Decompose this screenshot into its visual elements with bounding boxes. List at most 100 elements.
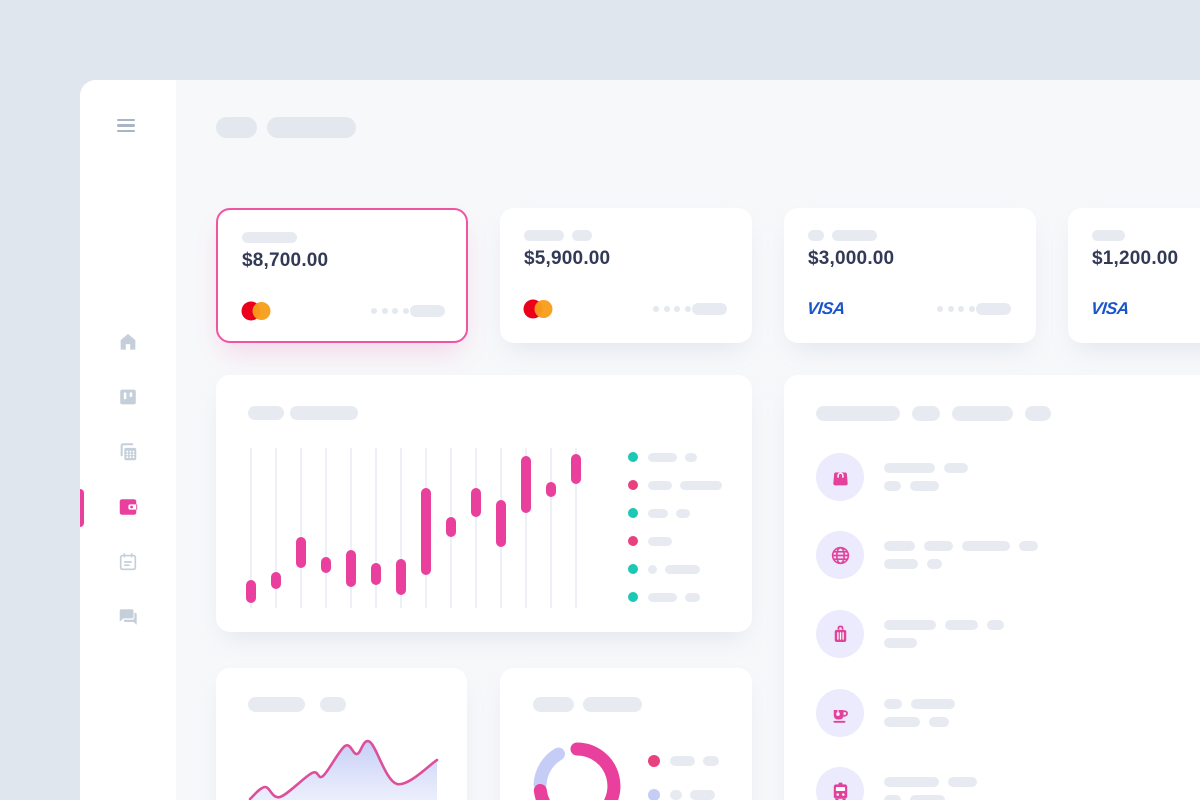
masked-digit-dot [684, 306, 691, 312]
tx-line2-pill [929, 717, 949, 727]
trend-title-pill-0 [248, 697, 305, 712]
donut-title-pill-0 [533, 697, 574, 712]
legend-label-pill [685, 452, 697, 462]
card-label-pill [572, 230, 592, 241]
gridline [250, 448, 252, 608]
activity-chart-card [216, 375, 752, 632]
candle-bar [546, 482, 556, 497]
legend-label-pill [665, 564, 700, 574]
tx-line1-pill [945, 620, 978, 630]
balance-card-2[interactable]: $5,900.00 [500, 208, 752, 343]
gridline [325, 448, 327, 608]
legend-dot-teal [628, 452, 638, 462]
gridline [550, 448, 552, 608]
masked-number-pill [976, 303, 1011, 315]
legend-label-pill [648, 592, 677, 602]
sidebar-item-calendar[interactable] [108, 542, 148, 582]
tx-line1-pill [944, 463, 968, 473]
donut-legend-pill [670, 756, 695, 766]
masked-digit-dot [968, 306, 975, 312]
globe-icon [831, 546, 849, 564]
legend-label-pill [680, 480, 722, 490]
tx-line1-pill [924, 541, 953, 551]
transaction-item[interactable] [784, 752, 1200, 800]
tx-line2-pill [910, 481, 939, 491]
transaction-item[interactable] [784, 438, 1200, 516]
tx-line1-pill [884, 620, 936, 630]
card-label-pill [524, 230, 564, 241]
candle-bar [421, 488, 431, 575]
masked-digit-dot [653, 306, 659, 312]
wallet-icon [119, 499, 138, 515]
candle-bar [396, 559, 406, 595]
tx-line2-pill [884, 481, 901, 491]
sidebar-item-kanban-board[interactable] [108, 377, 148, 417]
mastercard-logo [522, 297, 562, 321]
active-indicator [80, 489, 84, 527]
legend-label-pill [676, 508, 690, 518]
gridline [300, 448, 302, 608]
donut-legend-pill [690, 790, 715, 800]
sidebar-item-chat[interactable] [108, 597, 148, 637]
menu-icon[interactable] [117, 119, 135, 133]
bus-icon [833, 782, 847, 800]
balance-card-4[interactable]: $1,200.00 VISA [1068, 208, 1200, 343]
sidebar-item-calculator-copy[interactable] [108, 432, 148, 472]
gridline [275, 448, 277, 608]
tx-line1-pill [1019, 541, 1038, 551]
transaction-item[interactable] [784, 516, 1200, 594]
tx-line1-pill [884, 699, 902, 709]
card-balance: $1,200.00 [1092, 248, 1179, 269]
mastercard-logo [240, 299, 280, 323]
trend-chart-card [216, 668, 467, 800]
legend-label-pill [648, 564, 657, 574]
visa-logo: VISA [1090, 299, 1130, 318]
candle-bar [571, 454, 581, 484]
candle-bar [296, 537, 306, 568]
gridline [375, 448, 377, 608]
gridline [350, 448, 352, 608]
sidebar-item-home[interactable] [108, 322, 148, 362]
card-label-pill [832, 230, 877, 241]
gridline [525, 448, 527, 608]
card-balance: $8,700.00 [242, 250, 329, 271]
masked-digit-dot [958, 306, 964, 312]
balance-card-1[interactable]: $8,700.00 [216, 208, 468, 343]
transaction-item[interactable] [784, 674, 1200, 752]
tx-line1-pill [884, 541, 915, 551]
transaction-icon-circle [816, 689, 864, 737]
breakdown-chart-card [500, 668, 752, 800]
page-title-pill-1 [267, 117, 356, 138]
tx-line2-pill [884, 795, 901, 800]
masked-number-pill [410, 305, 445, 317]
candle-bar [471, 488, 481, 517]
card-label-pill [808, 230, 824, 241]
transaction-item[interactable] [784, 595, 1200, 673]
calendar-icon [119, 553, 137, 571]
sidebar-item-wallet[interactable] [108, 487, 148, 527]
gridline [475, 448, 477, 608]
coffee-cup-icon [832, 709, 848, 723]
masked-number-pill [692, 303, 727, 315]
chart-title-pill-1 [290, 406, 358, 420]
shopping-bag-icon [832, 471, 848, 485]
tx-line1-pill [987, 620, 1004, 630]
legend-dot-teal [628, 508, 638, 518]
chart-title-pill-0 [248, 406, 284, 420]
legend-dot-teal [628, 592, 638, 602]
balance-card-3[interactable]: $3,000.00 VISA [784, 208, 1036, 343]
transactions-card [784, 375, 1200, 800]
legend-label-pill [648, 480, 672, 490]
tx-line1-pill [948, 777, 977, 787]
trend-area-chart [247, 728, 453, 800]
tx-line1-pill [911, 699, 955, 709]
candle-bar [496, 500, 506, 547]
tx-line2-pill [927, 559, 942, 569]
candle-bar [321, 557, 331, 573]
gridline [575, 448, 577, 608]
candle-bar [446, 517, 456, 537]
donut-legend-pill [670, 790, 682, 800]
home-icon [120, 333, 136, 350]
legend-label-pill [648, 536, 672, 546]
transaction-icon-circle [816, 453, 864, 501]
